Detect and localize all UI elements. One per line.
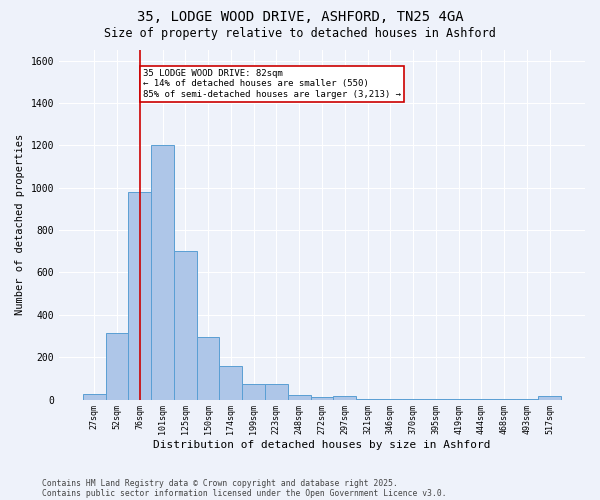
X-axis label: Distribution of detached houses by size in Ashford: Distribution of detached houses by size …	[153, 440, 491, 450]
Text: 35 LODGE WOOD DRIVE: 82sqm
← 14% of detached houses are smaller (550)
85% of sem: 35 LODGE WOOD DRIVE: 82sqm ← 14% of deta…	[143, 69, 401, 99]
Bar	[538, 396, 561, 400]
Text: Contains public sector information licensed under the Open Government Licence v3: Contains public sector information licen…	[42, 488, 446, 498]
Bar	[401, 399, 424, 400]
Bar	[242, 384, 265, 400]
Bar	[197, 337, 220, 400]
Bar	[265, 384, 288, 400]
Bar	[379, 398, 401, 400]
Text: Contains HM Land Registry data © Crown copyright and database right 2025.: Contains HM Land Registry data © Crown c…	[42, 478, 398, 488]
Bar	[174, 252, 197, 400]
Text: 35, LODGE WOOD DRIVE, ASHFORD, TN25 4GA: 35, LODGE WOOD DRIVE, ASHFORD, TN25 4GA	[137, 10, 463, 24]
Y-axis label: Number of detached properties: Number of detached properties	[15, 134, 25, 316]
Bar	[288, 396, 311, 400]
Bar	[128, 192, 151, 400]
Text: Size of property relative to detached houses in Ashford: Size of property relative to detached ho…	[104, 28, 496, 40]
Bar	[220, 366, 242, 400]
Bar	[151, 146, 174, 400]
Bar	[334, 396, 356, 400]
Bar	[356, 398, 379, 400]
Bar	[311, 398, 334, 400]
Bar	[83, 394, 106, 400]
Bar	[106, 333, 128, 400]
